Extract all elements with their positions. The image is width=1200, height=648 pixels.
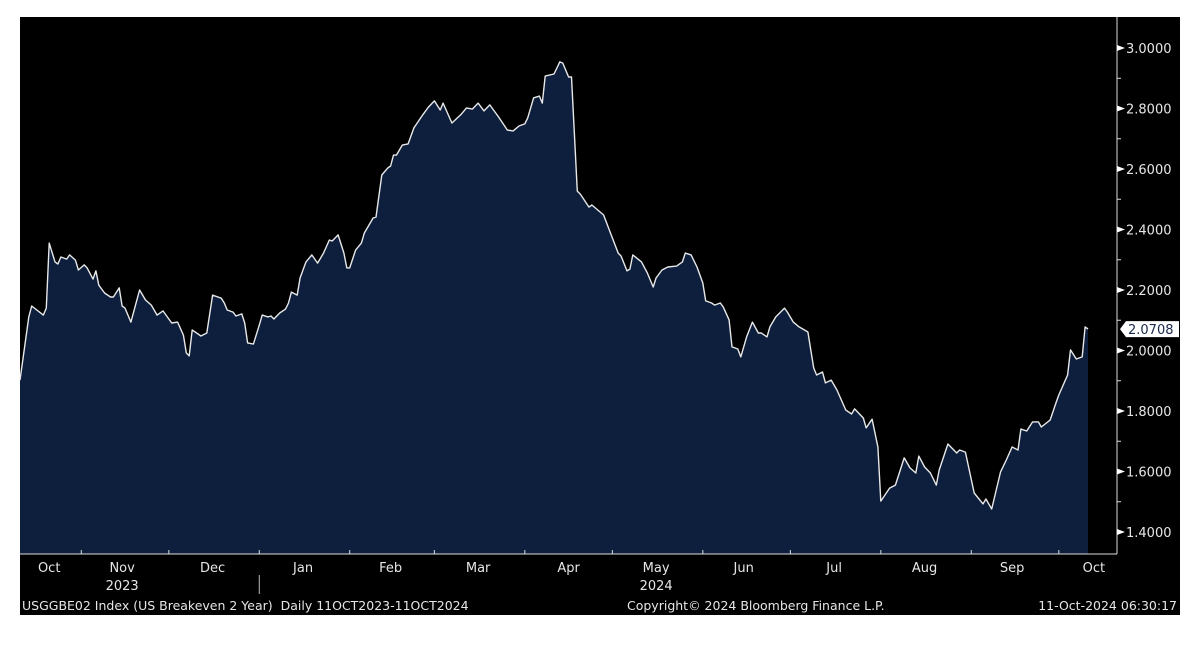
y-tick-label: 2.2000 [1126,284,1172,299]
x-month-label: Aug [912,561,937,576]
x-month-label: Oct [38,561,60,576]
last-value-marker: 2.0708 [1120,321,1179,338]
last-value-label: 2.0708 [1128,323,1174,338]
y-tick-marker [1117,166,1125,172]
x-month-label: Feb [379,561,402,576]
y-tick-marker [1117,529,1125,535]
y-tick-label: 2.4000 [1126,224,1172,239]
y-axis: 3.0000 2.8000 2.6000 2.4000 2.2000 2.0000 1.80… [1116,17,1172,554]
x-month-label: Jan [292,561,313,576]
x-month-label: Jul [825,561,842,576]
series-area-fill [20,61,1088,555]
footer-security-description: USGGBE02 Index (US Breakeven 2 Year) Dai… [22,598,469,613]
x-month-label: Oct [1083,561,1105,576]
x-month-label: Dec [200,561,225,576]
y-tick-label: 2.8000 [1126,103,1172,118]
x-axis: Oct Nov Dec Jan Feb Mar Apr May Jun Jul Aug Sep Oct 2… [20,550,1117,594]
y-tick-marker [1117,105,1125,112]
y-tick-label: 2.0000 [1126,345,1172,360]
x-year-label: 2024 [640,579,673,594]
plot-area [19,61,1089,555]
y-tick-label: 1.8000 [1126,405,1172,420]
y-tick-label: 3.0000 [1126,42,1172,57]
y-tick-marker [1117,468,1125,475]
x-month-label: May [643,561,670,576]
y-tick-label: 1.4000 [1126,526,1172,541]
footer-timestamp: 11-Oct-2024 06:30:17 [1038,598,1177,613]
x-month-label: Sep [1000,561,1025,576]
y-tick-marker [1117,226,1125,233]
y-tick-label: 2.6000 [1126,163,1172,178]
x-month-label: Jun [733,561,754,576]
series-line [19,61,1089,510]
y-tick-marker [1117,45,1125,51]
y-tick-marker [1117,287,1125,293]
x-month-label: Apr [557,561,580,576]
last-value-box [1120,321,1179,338]
x-year-label: 2023 [106,579,139,594]
x-month-label: Nov [109,561,135,576]
x-month-label: Mar [466,561,491,576]
y-tick-marker [1117,408,1125,414]
footer-copyright: Copyright© 2024 Bloomberg Finance L.P. [627,598,885,613]
y-tick-marker [1117,347,1125,354]
y-tick-label: 1.6000 [1126,466,1172,481]
